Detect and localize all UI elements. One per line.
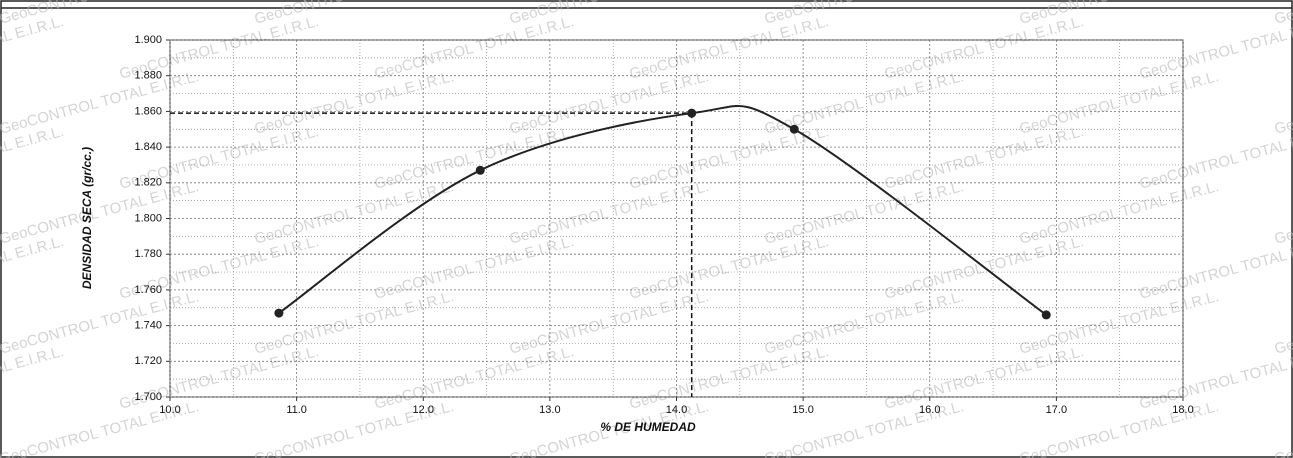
y-tick-label: 1.800 xyxy=(134,212,162,224)
plot: 1.700 1.720 1.740 1.760 1.780 1.800 1.820 1.840… xyxy=(134,34,1193,416)
watermark: GeoCONTROL TOTAL E.I.R.L. xyxy=(883,343,1086,413)
watermark: GeoCONTROL TOTAL E.I.R.L. xyxy=(0,68,201,138)
point xyxy=(274,308,284,318)
x-tick-label: 14.0 xyxy=(666,404,687,416)
x-tick-label: 18.0 xyxy=(1172,404,1193,416)
watermark: GeoCONTROL TOTAL E.I.R.L. xyxy=(373,13,576,83)
watermark: GeoCONTROL TOTAL E.I.R.L. xyxy=(763,178,966,248)
x-tick-label: 10.0 xyxy=(159,404,180,416)
y-tick-label: 1.900 xyxy=(134,34,162,46)
watermark: GeoCONTROL TOTAL E.I.R.L. xyxy=(373,123,576,193)
y-tick-label: 1.820 xyxy=(134,177,162,189)
watermark: GeoCONTROL TOTAL E.I.R.L. xyxy=(508,288,711,358)
watermark: GeoCONTROL TOTAL E.I.R.L. xyxy=(508,178,711,248)
watermark: GeoCONTROL TOTAL E.I.R.L. xyxy=(1018,68,1221,138)
watermark: GeoCONTROL TOTAL E.I.R.L. xyxy=(253,288,456,358)
point xyxy=(687,108,697,118)
x-axis-title: % DE HUMEDAD xyxy=(600,420,696,434)
watermark: GeoCONTROL TOTAL E.I.R.L. xyxy=(1273,178,1293,248)
watermark: GeoCONTROL TOTAL E.I.R.L. xyxy=(0,178,201,248)
watermark: GeoCONTROL TOTAL E.I.R.L. xyxy=(763,288,966,358)
watermark: GeoCONTROL TOTAL E.I.R.L. xyxy=(628,13,831,83)
x-tick-label: 15.0 xyxy=(792,404,813,416)
y-tick-label: 1.700 xyxy=(134,391,162,403)
watermark: GeoCONTROL TOTAL E.I.R.L. xyxy=(1273,0,1293,28)
watermark: GeoCONTROL TOTAL E.I.R.L. xyxy=(1273,68,1293,138)
y-tick-label: 1.760 xyxy=(134,284,162,296)
point xyxy=(475,165,485,175)
watermark: GeoCONTROL TOTAL E.I.R.L. xyxy=(628,233,831,303)
watermark: GeoCONTROL TOTAL E.I.R.L. xyxy=(253,68,456,138)
watermark: GeoCONTROL TOTAL E.I.R.L. xyxy=(373,233,576,303)
watermark: GeoCONTROL TOTAL E.I.R.L. xyxy=(253,178,456,248)
y-tick-label: 1.840 xyxy=(134,141,162,153)
x-tick-label: 11.0 xyxy=(286,404,307,416)
point xyxy=(1041,310,1051,320)
watermark: GeoCONTROL TOTAL E.I.R.L. xyxy=(373,343,576,413)
x-tick-label: 16.0 xyxy=(919,404,940,416)
x-tick-label: 17.0 xyxy=(1046,404,1067,416)
watermark: GeoCONTROL TOTAL E.I.R.L. xyxy=(0,288,201,358)
watermark: GeoCONTROL TOTAL E.I.R.L. xyxy=(1018,178,1221,248)
watermark: GeoCONTROL TOTAL E.I.R.L. xyxy=(883,123,1086,193)
y-tick-label: 1.780 xyxy=(134,248,162,260)
point xyxy=(789,124,799,134)
y-tick-label: 1.740 xyxy=(134,320,162,332)
watermark: GeoCONTROL TOTAL E.I.R.L. xyxy=(883,13,1086,83)
watermark: GeoCONTROL TOTAL E.I.R.L. xyxy=(1273,398,1293,458)
watermark: GeoCONTROL TOTAL E.I.R.L. xyxy=(1018,288,1221,358)
y-tick-label: 1.720 xyxy=(134,355,162,367)
y-tick-label: 1.860 xyxy=(134,105,162,117)
watermark: GeoCONTROL TOTAL E.I.R.L. xyxy=(628,343,831,413)
y-tick-label: 1.880 xyxy=(134,70,162,82)
x-tick-label: 13.0 xyxy=(539,404,560,416)
y-axis-title: DENSIDAD SECA (gr/cc.) xyxy=(80,147,94,289)
x-tick-label: 12.0 xyxy=(413,404,434,416)
watermark: GeoCONTROL TOTAL E.I.R.L. xyxy=(1273,288,1293,358)
